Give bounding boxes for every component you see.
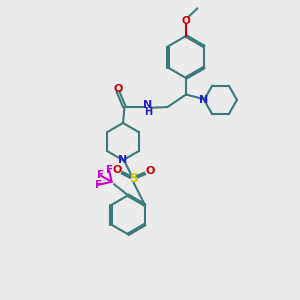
Text: F: F xyxy=(94,180,102,190)
Text: O: O xyxy=(112,165,122,175)
Text: O: O xyxy=(113,83,123,94)
Text: N: N xyxy=(118,155,127,165)
Text: H: H xyxy=(144,107,152,117)
Text: S: S xyxy=(129,172,138,185)
Text: N: N xyxy=(143,100,152,110)
Text: O: O xyxy=(182,16,190,26)
Text: N: N xyxy=(200,95,208,105)
Text: O: O xyxy=(145,166,154,176)
Text: F: F xyxy=(106,165,113,176)
Text: F: F xyxy=(97,170,104,180)
